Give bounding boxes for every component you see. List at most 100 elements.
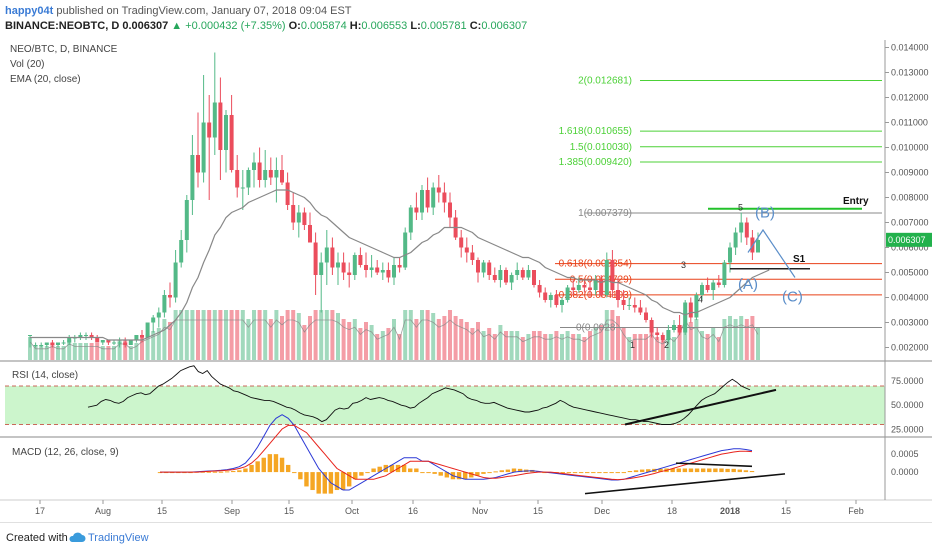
macd-histogram-bar: [621, 472, 627, 474]
time-tick-label: 15: [781, 506, 791, 516]
price-tick-label: 0.003000: [891, 318, 929, 328]
wave-3-label: 3: [681, 260, 686, 270]
volume-bar: [184, 310, 189, 360]
volume-bar: [700, 331, 704, 360]
candle-body: [162, 295, 167, 313]
volume-bar: [190, 310, 195, 360]
wave-1-label: 1: [630, 340, 635, 350]
candle-body: [123, 342, 128, 345]
volume-bar: [285, 310, 290, 360]
volume-bar: [487, 328, 492, 360]
volume-bar: [655, 337, 660, 360]
candle-body: [694, 295, 699, 318]
candle-body: [196, 155, 200, 173]
macd-legend: MACD (12, 26, close, 9): [12, 447, 119, 458]
candle-body: [240, 187, 245, 189]
candle-body: [252, 162, 256, 170]
time-tick-label: Sep: [224, 506, 240, 516]
volume-bar: [201, 310, 206, 360]
volume-bar: [229, 310, 234, 360]
candle-body: [655, 332, 660, 335]
macd-histogram-bar: [560, 472, 566, 474]
volume-bar: [386, 328, 391, 360]
rsi-tick-label: 50.0000: [891, 400, 924, 410]
macd-histogram-bar: [462, 472, 468, 480]
volume-bar: [397, 334, 402, 360]
candle-body: [700, 285, 704, 295]
candle-body: [207, 122, 212, 138]
price-tick-label: 0.014000: [891, 43, 929, 53]
volume-bar: [313, 310, 318, 360]
candle-body: [487, 262, 492, 275]
macd-histogram-bar: [261, 457, 266, 473]
candle-body: [666, 330, 671, 340]
candle-body: [347, 272, 352, 275]
time-tick-label: 15: [157, 506, 167, 516]
author-link[interactable]: happy04t: [5, 5, 54, 17]
candle-body: [565, 287, 570, 300]
volume-bar: [358, 328, 363, 360]
macd-histogram-bar: [420, 472, 425, 474]
macd-histogram-bar: [713, 468, 718, 473]
price-tick-label: 0.008000: [891, 193, 929, 203]
macd-histogram-bar: [231, 471, 236, 473]
candle-body: [128, 340, 133, 345]
candle-body: [84, 335, 88, 336]
volume-bar: [504, 331, 508, 360]
candle-body: [257, 162, 262, 180]
candle-body: [184, 200, 189, 240]
volume-bar: [728, 316, 732, 360]
volume-bar: [324, 310, 329, 360]
candle-body: [683, 302, 688, 333]
price-change: ▲ +0.000432 (+7.35%): [171, 20, 286, 32]
macd-histogram-bar: [267, 454, 273, 473]
rsi-band: [5, 386, 885, 425]
volume-bar: [722, 319, 727, 360]
candle-body: [319, 262, 324, 275]
volume-bar: [560, 334, 564, 360]
macd-histogram-bar: [487, 472, 492, 474]
candle-body: [660, 335, 665, 340]
time-tick-label: Feb: [848, 506, 864, 516]
candle-body: [274, 170, 279, 178]
volume-bar: [621, 328, 626, 360]
candle-body: [599, 280, 604, 295]
candle-body: [145, 322, 150, 338]
volume-bar: [151, 331, 156, 360]
macd-pane: 0.0005 0.0000: [157, 414, 919, 495]
volume-bar: [235, 310, 240, 360]
macd-histogram-bar: [292, 472, 297, 474]
candle-body: [644, 312, 648, 320]
fib-level-label: 1(0.007379): [578, 208, 632, 219]
publish-line: happy04t published on TradingView.com, J…: [5, 5, 352, 17]
macd-histogram-bar: [340, 472, 346, 491]
candle-body: [39, 345, 44, 346]
volume-bar: [537, 331, 542, 360]
macd-histogram-bar: [609, 472, 614, 474]
macd-histogram-bar: [743, 470, 749, 473]
tradingview-link[interactable]: TradingView: [88, 532, 149, 544]
candle-body: [672, 325, 676, 330]
rsi-pane: 75.0000 50.0000 25.0000: [5, 365, 924, 434]
volume-bar: [268, 319, 273, 360]
macd-histogram-bar: [646, 469, 651, 473]
volume-bar: [571, 334, 576, 360]
candle-body: [711, 282, 716, 290]
macd-histogram-bar: [737, 469, 742, 473]
macd-histogram-bar: [408, 468, 413, 473]
macd-histogram-bar: [212, 471, 218, 473]
candle-body: [627, 305, 632, 306]
time-tick-label: 2018: [720, 506, 740, 516]
volume-bar: [509, 331, 514, 360]
macd-histogram-bar: [249, 464, 254, 473]
candle-body: [179, 240, 184, 263]
macd-histogram-bar: [633, 470, 639, 473]
macd-histogram-bar: [279, 457, 285, 473]
wave-2-label: 2: [664, 340, 669, 350]
candle-body: [408, 207, 413, 233]
volume-bar: [548, 334, 553, 360]
candle-body: [117, 342, 122, 344]
volume-bar: [39, 346, 44, 360]
volume-bar: [543, 334, 548, 360]
